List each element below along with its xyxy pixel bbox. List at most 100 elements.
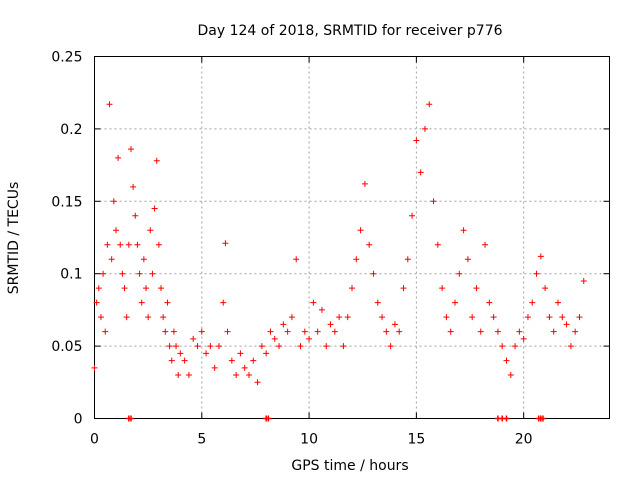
data-point: [456, 270, 463, 277]
data-point: [357, 227, 364, 234]
chart-title: Day 124 of 2018, SRMTID for receiver p77…: [197, 23, 502, 39]
data-point: [546, 314, 553, 321]
data-point: [108, 256, 115, 263]
data-point: [361, 180, 368, 187]
data-point: [567, 343, 574, 350]
data-point: [145, 314, 152, 321]
data-point: [533, 270, 540, 277]
data-point: [293, 256, 300, 263]
data-point: [494, 328, 501, 335]
axis-ticks: 0 0.05 0.1 0.15 0.2 0.25 0 5 10 15 20: [51, 50, 610, 448]
data-point: [314, 328, 321, 335]
data-point: [284, 328, 291, 335]
data-point: [276, 343, 283, 350]
data-point: [104, 241, 111, 248]
data-point: [529, 299, 536, 306]
data-point: [396, 328, 403, 335]
y-axis-title: SRMTID / TECUs: [6, 182, 22, 295]
grid: [94, 56, 610, 419]
data-point: [482, 241, 489, 248]
data-point: [271, 335, 278, 342]
plot-area: [94, 56, 610, 419]
data-point: [127, 146, 134, 153]
data-point: [112, 227, 119, 234]
data-point: [158, 285, 165, 292]
data-point: [155, 241, 162, 248]
data-point: [349, 285, 355, 292]
data-point: [250, 357, 257, 364]
data-point: [516, 328, 523, 335]
data-point: [91, 364, 98, 371]
data-point: [119, 270, 126, 277]
data-point: [563, 321, 570, 328]
data-point: [121, 285, 128, 292]
data-point: [572, 328, 579, 335]
data-point: [211, 364, 218, 371]
data-point: [198, 328, 205, 335]
data-point: [297, 343, 304, 350]
data-point: [443, 314, 450, 321]
data-point: [576, 314, 583, 321]
data-point: [477, 328, 484, 335]
data-point: [473, 285, 480, 292]
data-point: [447, 328, 454, 335]
data-point: [123, 314, 130, 321]
data-point: [241, 364, 248, 371]
data-point: [310, 299, 317, 306]
data-point: [374, 299, 381, 306]
data-point: [426, 101, 433, 108]
data-point: [110, 198, 117, 205]
data-point: [164, 299, 171, 306]
data-point: [149, 270, 156, 277]
data-point: [194, 343, 201, 350]
data-point: [555, 299, 561, 306]
data-point: [93, 299, 100, 306]
y-tick-label: 0.2: [60, 122, 82, 138]
data-point: [97, 314, 104, 321]
data-point: [340, 343, 347, 350]
data-point: [490, 314, 497, 321]
data-point: [102, 328, 109, 335]
x-tick-label: 0: [90, 432, 99, 448]
data-point: [177, 350, 184, 357]
data-point: [387, 343, 394, 350]
x-tick-label: 5: [197, 432, 206, 448]
data-point: [370, 270, 377, 277]
data-point: [106, 101, 113, 108]
data-point: [469, 314, 476, 321]
data-point: [503, 357, 510, 364]
data-point: [323, 343, 330, 350]
data-point: [288, 314, 295, 321]
data-point: [132, 212, 139, 219]
data-point: [434, 241, 441, 248]
data-points: [91, 101, 587, 386]
data-point: [280, 321, 287, 328]
data-point: [430, 198, 437, 205]
data-point: [344, 314, 351, 321]
data-point: [254, 379, 261, 386]
data-point: [125, 241, 132, 248]
data-point: [452, 299, 458, 306]
data-point: [207, 343, 214, 350]
data-point: [168, 357, 175, 364]
data-point: [175, 372, 182, 379]
data-point: [267, 328, 274, 335]
data-point: [162, 328, 169, 335]
data-point: [203, 350, 210, 357]
data-point: [306, 335, 313, 342]
data-point: [246, 372, 252, 379]
data-point: [464, 256, 471, 263]
data-point: [318, 306, 325, 313]
data-point: [220, 299, 227, 306]
data-point: [263, 350, 270, 357]
y-tick-label: 0.15: [51, 194, 82, 210]
data-point: [559, 314, 566, 321]
data-point: [166, 343, 173, 350]
data-point: [520, 335, 527, 342]
x-tick-label: 20: [515, 432, 533, 448]
y-tick-label: 0.1: [60, 267, 82, 283]
data-point: [391, 321, 398, 328]
data-point: [417, 169, 424, 176]
data-point: [336, 314, 343, 321]
